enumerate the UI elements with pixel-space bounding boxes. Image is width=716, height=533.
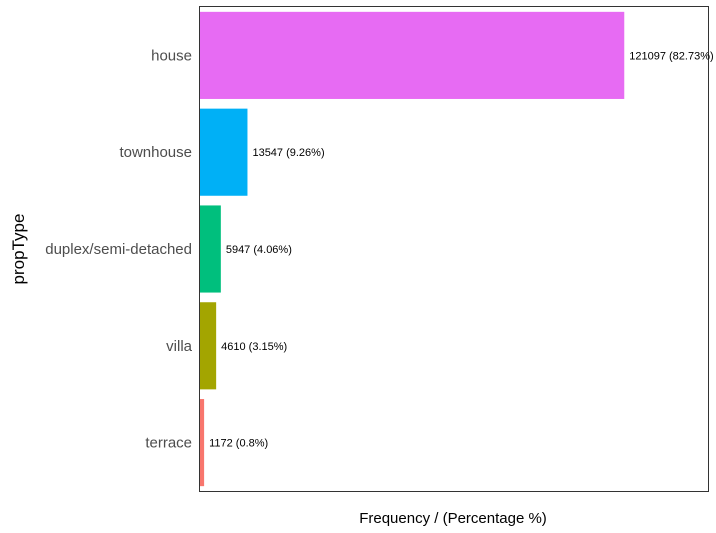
bar-value-label: 1172 (0.8%): [209, 438, 268, 450]
bar-value-label: 5947 (4.06%): [226, 244, 292, 256]
category-label: terrace: [145, 435, 192, 452]
bar-terrace: [200, 399, 205, 487]
bar-value-label: 121097 (82.73%): [629, 50, 713, 62]
y-axis-title: propType: [9, 214, 28, 285]
data-labels: 121097 (82.73%) 13547 (9.26%) 5947 (4.06%)…: [209, 50, 714, 449]
bar-villa: [200, 302, 217, 390]
bar-value-label: 4610 (3.15%): [221, 341, 287, 353]
x-axis-title: Frequency / (Percentage %): [359, 510, 547, 527]
category-label: townhouse: [119, 144, 192, 161]
bar-value-label: 13547 (9.26%): [252, 147, 324, 159]
category-labels: house townhouse duplex/semi-detached villa t…: [45, 47, 192, 451]
category-label: villa: [166, 338, 192, 355]
bar-townhouse: [200, 108, 248, 196]
bars-group: [200, 11, 625, 487]
bar-duplex-semi-detached: [200, 205, 221, 293]
category-label: duplex/semi-detached: [45, 241, 192, 258]
bar-house: [200, 11, 625, 99]
category-label: house: [151, 47, 192, 64]
